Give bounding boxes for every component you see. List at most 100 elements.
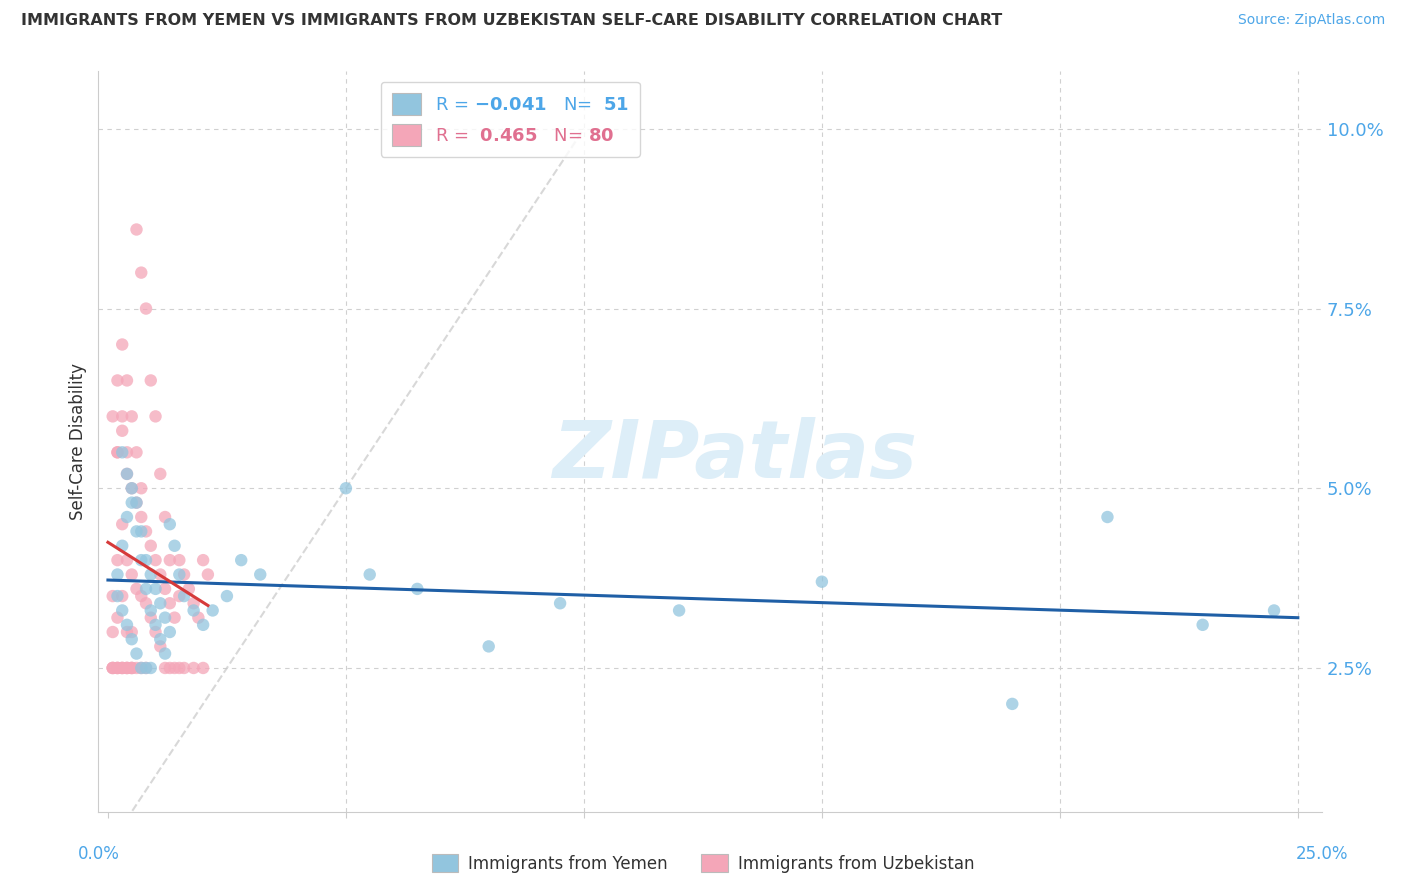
Point [1097, 510, 1119, 524]
Point [125, 647, 148, 661]
Point [121, 661, 143, 675]
Point [111, 445, 134, 459]
Point [135, 661, 157, 675]
Point [125, 445, 148, 459]
Point [478, 640, 501, 654]
Point [115, 510, 138, 524]
Point [129, 589, 152, 603]
Point [359, 567, 381, 582]
Point [129, 553, 152, 567]
Point [107, 374, 129, 388]
Point [115, 661, 138, 675]
Point [139, 610, 162, 624]
Point [135, 596, 157, 610]
Point [121, 632, 143, 647]
Point [406, 582, 429, 596]
Point [249, 567, 271, 582]
Point [129, 266, 152, 280]
Point [107, 589, 129, 603]
Point [121, 481, 143, 495]
Point [135, 661, 157, 675]
Point [173, 661, 195, 675]
Point [121, 567, 143, 582]
Point [169, 553, 191, 567]
Point [149, 632, 172, 647]
Point [121, 625, 143, 640]
Point [139, 603, 162, 617]
Point [111, 661, 134, 675]
Point [111, 424, 134, 438]
Point [125, 495, 148, 509]
Point [201, 603, 224, 617]
Point [149, 596, 172, 610]
Text: 25.0%: 25.0% [1295, 845, 1348, 863]
Point [1263, 603, 1285, 617]
Point [335, 481, 357, 495]
Point [129, 661, 152, 675]
Point [135, 301, 157, 316]
Point [125, 222, 148, 236]
Point [101, 661, 124, 675]
Point [121, 661, 143, 675]
Point [111, 661, 134, 675]
Point [107, 445, 129, 459]
Point [149, 640, 172, 654]
Point [145, 582, 167, 596]
Point [811, 574, 834, 589]
Point [153, 610, 176, 624]
Point [159, 553, 181, 567]
Text: IMMIGRANTS FROM YEMEN VS IMMIGRANTS FROM UZBEKISTAN SELF-CARE DISABILITY CORRELA: IMMIGRANTS FROM YEMEN VS IMMIGRANTS FROM… [21, 13, 1002, 29]
Point [111, 603, 134, 617]
Point [1191, 617, 1213, 632]
Point [159, 625, 181, 640]
Point [107, 661, 129, 675]
Point [111, 337, 134, 351]
Point [548, 596, 571, 610]
Point [129, 524, 152, 539]
Point [1001, 697, 1024, 711]
Point [139, 374, 162, 388]
Point [163, 539, 186, 553]
Point [153, 647, 176, 661]
Point [187, 610, 209, 624]
Point [191, 617, 214, 632]
Point [125, 524, 148, 539]
Point [115, 467, 138, 481]
Point [101, 589, 124, 603]
Point [191, 661, 214, 675]
Point [183, 596, 205, 610]
Point [111, 661, 134, 675]
Point [153, 661, 176, 675]
Point [135, 524, 157, 539]
Point [111, 539, 134, 553]
Point [107, 553, 129, 567]
Point [149, 467, 172, 481]
Point [121, 661, 143, 675]
Point [115, 467, 138, 481]
Point [197, 567, 219, 582]
Point [163, 610, 186, 624]
Point [145, 617, 167, 632]
Point [145, 409, 167, 424]
Point [139, 661, 162, 675]
Point [115, 625, 138, 640]
Point [115, 445, 138, 459]
Point [101, 661, 124, 675]
Point [129, 661, 152, 675]
Point [111, 589, 134, 603]
Point [125, 495, 148, 509]
Point [111, 517, 134, 532]
Point [107, 445, 129, 459]
Point [668, 603, 690, 617]
Point [121, 495, 143, 509]
Point [169, 589, 191, 603]
Point [183, 661, 205, 675]
Point [191, 553, 214, 567]
Point [159, 661, 181, 675]
Point [173, 589, 195, 603]
Point [177, 582, 200, 596]
Point [101, 661, 124, 675]
Point [115, 553, 138, 567]
Y-axis label: Self-Care Disability: Self-Care Disability [69, 363, 87, 520]
Point [115, 661, 138, 675]
